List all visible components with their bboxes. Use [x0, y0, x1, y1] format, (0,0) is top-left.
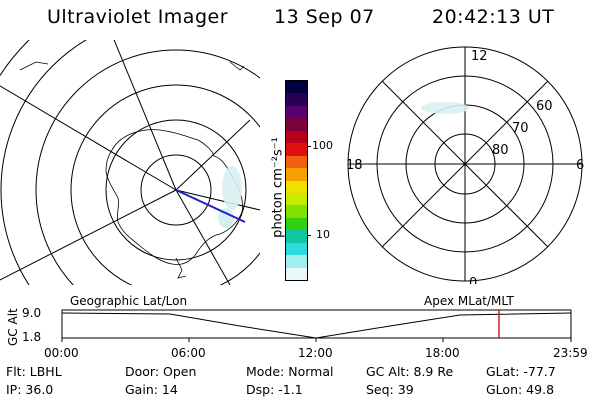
magnetic-polar-plot: 12 18 6 0 60 70 80 — [346, 46, 584, 284]
mode-value: Mode: Normal — [246, 364, 334, 379]
meridian-line — [175, 189, 260, 211]
timeline-axis-label: GC Alt — [6, 308, 20, 346]
colorbar-band — [286, 93, 307, 107]
mlt-label-top: 12 — [471, 49, 488, 64]
y-tick-1-8: 1.8 — [22, 330, 41, 344]
gain-value: Gain: 14 — [125, 382, 178, 397]
instrument-title: Ultraviolet Imager — [47, 6, 229, 28]
seq-value: Seq: 39 — [366, 382, 414, 397]
colorbar-band — [286, 255, 307, 269]
colorbar-tick-10: 10 — [316, 228, 330, 241]
lat-circle — [0, 40, 87, 285]
x-tick: 12:00 — [298, 346, 333, 360]
colorbar-unit-label: photon cm⁻²s⁻¹ — [270, 137, 286, 238]
gc-alt-value: GC Alt: 8.9 Re — [366, 364, 454, 379]
colorbar — [285, 80, 308, 281]
time-label: 20:42:13 UT — [432, 6, 555, 28]
mlat-label-70: 70 — [512, 121, 529, 136]
dsp-value: Dsp: -1.1 — [246, 382, 303, 397]
ip-value: IP: 36.0 — [6, 382, 54, 397]
colorbar-band — [286, 155, 307, 169]
door-value: Door: Open — [125, 364, 197, 379]
colorbar-band — [286, 242, 307, 256]
colorbar-band — [286, 81, 307, 95]
y-tick-9: 9.0 — [22, 306, 41, 320]
aurora-glow — [421, 102, 469, 114]
x-tick: 23:59 — [553, 346, 588, 360]
antarctica-coastline — [105, 129, 243, 265]
lat-circle — [35, 49, 260, 285]
lat-circle — [140, 154, 212, 226]
colorbar-band — [286, 217, 307, 231]
colorbar-band — [286, 130, 307, 144]
meridian-line — [113, 40, 177, 191]
colorbar-band — [286, 180, 307, 194]
geographic-map — [0, 40, 260, 285]
meridian-line — [175, 189, 231, 285]
colorbar-tick-mark — [307, 146, 311, 147]
date-label: 13 Sep 07 — [274, 6, 375, 28]
aurora-glow — [218, 166, 242, 228]
coast-detail — [229, 61, 245, 71]
colorbar-band — [286, 168, 307, 182]
mlat-label-80: 80 — [492, 143, 509, 158]
mlat-label-60: 60 — [536, 99, 553, 114]
colorbar-band — [286, 105, 307, 119]
colorbar-tick-mark — [307, 235, 311, 236]
colorbar-band — [286, 267, 307, 280]
coast-detail — [175, 257, 187, 279]
colorbar-band — [286, 230, 307, 244]
altitude-curve — [61, 312, 572, 339]
mlt-label-right: 6 — [576, 158, 584, 173]
lat-circle — [105, 119, 247, 261]
colorbar-band — [286, 192, 307, 206]
lat-circle — [70, 84, 260, 285]
glat-value: GLat: -77.7 — [486, 364, 556, 379]
meridian-line — [0, 189, 177, 281]
geographic-map-label: Geographic Lat/Lon — [70, 294, 188, 308]
coast-detail — [19, 61, 49, 71]
colorbar-band — [286, 118, 307, 132]
colorbar-tick-100: 100 — [312, 139, 333, 152]
x-tick: 06:00 — [171, 346, 206, 360]
mlt-line — [381, 80, 549, 248]
filter-value: Flt: LBHL — [6, 364, 62, 379]
mlt-label-bottom: 0 — [469, 276, 477, 284]
x-tick: 18:00 — [425, 346, 460, 360]
altitude-timeline: 9.0 1.8 GC Alt 00:00 06:00 12:00 18:00 2… — [6, 306, 588, 360]
meridian-line — [0, 85, 177, 191]
mlt-label-left: 18 — [346, 158, 363, 173]
meridian-line — [175, 119, 251, 191]
magnetic-map-label: Apex MLat/MLT — [424, 294, 514, 308]
satellite-track — [175, 189, 246, 223]
x-tick: 00:00 — [44, 346, 79, 360]
colorbar-band — [286, 205, 307, 219]
glon-value: GLon: 49.8 — [486, 382, 555, 397]
colorbar-band — [286, 143, 307, 157]
